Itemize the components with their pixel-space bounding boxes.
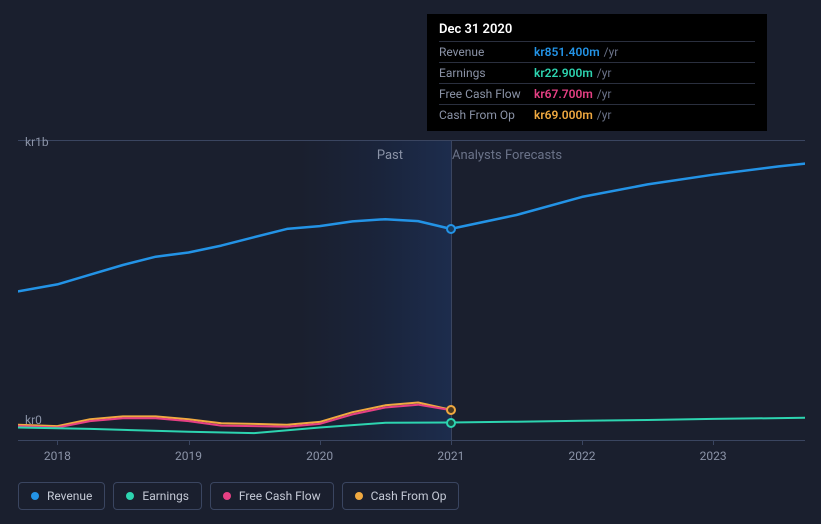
legend-dot-icon: [31, 492, 39, 500]
tooltip-row-unit: /yr: [597, 66, 612, 80]
x-axis-tick: 2022: [569, 449, 596, 463]
tooltip-row-unit: /yr: [597, 108, 612, 122]
tooltip-row-label: Earnings: [439, 66, 534, 80]
tooltip-row: Free Cash Flowkr67.700m/yr: [439, 83, 755, 104]
tooltip-row-value: kr22.900m: [534, 66, 593, 80]
legend-dot-icon: [223, 492, 231, 500]
chart-lines-svg: [18, 140, 805, 440]
tooltip-row: Earningskr22.900m/yr: [439, 62, 755, 83]
tooltip-row-label: Cash From Op: [439, 108, 534, 122]
tooltip-row: Cash From Opkr69.000m/yr: [439, 104, 755, 125]
tooltip-row: Revenuekr851.400m/yr: [439, 41, 755, 62]
x-axis-tick: 2023: [700, 449, 727, 463]
series-marker: [446, 418, 456, 428]
series-marker: [446, 405, 456, 415]
legend-label: Free Cash Flow: [239, 489, 321, 503]
tooltip-title: Dec 31 2020: [439, 22, 755, 41]
legend-label: Revenue: [47, 489, 92, 503]
x-axis-tick: 2020: [306, 449, 333, 463]
tooltip-row-label: Revenue: [439, 45, 534, 59]
tooltip-row-unit: /yr: [597, 87, 612, 101]
legend-dot-icon: [126, 492, 134, 500]
tooltip-row-value: kr851.400m: [534, 45, 600, 59]
legend-item[interactable]: Cash From Op: [342, 482, 460, 510]
x-axis-tick: 2019: [175, 449, 202, 463]
plot-area: [18, 140, 805, 440]
tooltip-row-value: kr67.700m: [534, 87, 593, 101]
x-axis-line: [18, 440, 805, 441]
chart-tooltip: Dec 31 2020 Revenuekr851.400m/yrEarnings…: [427, 14, 767, 131]
tooltip-row-value: kr69.000m: [534, 108, 593, 122]
series-line: [18, 164, 805, 292]
past-label: Past: [377, 148, 403, 163]
series-marker: [446, 224, 456, 234]
legend-label: Cash From Op: [371, 489, 447, 503]
tooltip-row-label: Free Cash Flow: [439, 87, 534, 101]
y-axis-label: kr0: [25, 413, 42, 427]
legend-item[interactable]: Earnings: [113, 482, 202, 510]
legend-item[interactable]: Free Cash Flow: [210, 482, 334, 510]
tooltip-row-unit: /yr: [604, 45, 619, 59]
x-axis-tick: 2021: [437, 449, 464, 463]
forecast-label: Analysts Forecasts: [452, 148, 562, 163]
series-line: [18, 418, 805, 433]
legend-item[interactable]: Revenue: [18, 482, 105, 510]
legend-dot-icon: [355, 492, 363, 500]
x-axis: 2018 2019 2020 2021 2022 2023: [18, 445, 805, 465]
legend-label: Earnings: [142, 489, 189, 503]
y-axis-label: kr1b: [25, 135, 49, 149]
x-axis-tick: 2018: [44, 449, 71, 463]
chart-legend: Revenue Earnings Free Cash Flow Cash From O…: [18, 482, 459, 510]
